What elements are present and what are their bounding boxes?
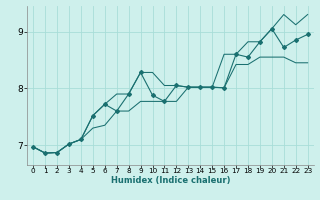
X-axis label: Humidex (Indice chaleur): Humidex (Indice chaleur) [111, 176, 230, 185]
